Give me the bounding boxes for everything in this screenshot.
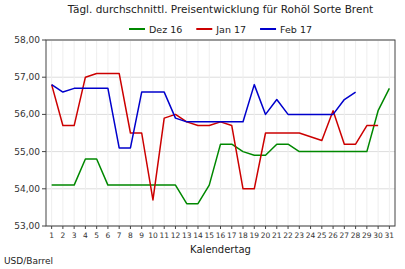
grid-line-x bbox=[378, 40, 379, 226]
x-tick-label: 5 bbox=[94, 231, 99, 240]
plot-area bbox=[46, 40, 395, 226]
legend-label: Dez 16 bbox=[149, 24, 182, 35]
x-axis-label: Kalendertag bbox=[190, 244, 251, 255]
grid-line-x bbox=[389, 40, 390, 226]
x-tick-label: 25 bbox=[317, 231, 327, 240]
x-tick-label: 9 bbox=[139, 231, 144, 240]
x-tick-label: 1 bbox=[49, 231, 54, 240]
y-tick-label: 54,00 bbox=[14, 184, 40, 194]
grid-line-x bbox=[355, 40, 356, 226]
chart: 53,0054,0055,0056,0057,0058,001234567891… bbox=[0, 0, 405, 269]
x-tick-label: 10 bbox=[148, 231, 158, 240]
grid-line-x bbox=[344, 40, 345, 226]
grid-line-x bbox=[197, 40, 198, 226]
grid-line-x bbox=[333, 40, 334, 226]
y-tick bbox=[42, 77, 46, 78]
legend-swatch bbox=[196, 28, 212, 30]
x-tick-label: 21 bbox=[272, 231, 282, 240]
legend-item: Dez 16 bbox=[129, 24, 182, 35]
y-tick bbox=[42, 188, 46, 189]
x-tick-label: 12 bbox=[171, 231, 181, 240]
y-tick-label: 53,00 bbox=[14, 221, 40, 231]
x-tick-label: 27 bbox=[340, 231, 350, 240]
y-tick-label: 57,00 bbox=[14, 72, 40, 82]
grid-line-x bbox=[209, 40, 210, 226]
x-tick-label: 15 bbox=[204, 231, 214, 240]
legend: Dez 16 Jan 17 Feb 17 bbox=[129, 24, 312, 35]
x-tick-label: 28 bbox=[351, 231, 361, 240]
legend-label: Feb 17 bbox=[280, 24, 312, 35]
y-tick bbox=[42, 226, 46, 227]
y-tick bbox=[42, 114, 46, 115]
x-tick-label: 26 bbox=[328, 231, 338, 240]
axes: 53,0054,0055,0056,0057,0058,001234567891… bbox=[14, 35, 394, 240]
legend-item: Jan 17 bbox=[196, 24, 246, 35]
grid-line-x bbox=[85, 40, 86, 226]
x-tick-label: 19 bbox=[250, 231, 260, 240]
x-tick-label: 24 bbox=[306, 231, 316, 240]
grid bbox=[46, 40, 395, 226]
x-tick-label: 18 bbox=[238, 231, 248, 240]
legend-swatch bbox=[129, 28, 145, 30]
x-tick-label: 23 bbox=[295, 231, 305, 240]
grid-line-x bbox=[310, 40, 311, 226]
grid-line-x bbox=[96, 40, 97, 226]
legend-item: Feb 17 bbox=[260, 24, 312, 35]
legend-swatch bbox=[260, 28, 276, 30]
y-tick bbox=[42, 40, 46, 41]
x-tick-label: 8 bbox=[128, 231, 133, 240]
y-tick-label: 55,00 bbox=[14, 147, 40, 157]
series-line bbox=[52, 88, 390, 203]
title: Tägl. durchschnittl. Preisentwicklung fü… bbox=[67, 3, 373, 15]
x-tick-label: 2 bbox=[60, 231, 65, 240]
grid-line-x bbox=[243, 40, 244, 226]
x-tick-label: 17 bbox=[227, 231, 237, 240]
x-tick-label: 31 bbox=[385, 231, 395, 240]
series-line bbox=[52, 73, 378, 199]
x-tick-label: 13 bbox=[182, 231, 192, 240]
x-tick-label: 6 bbox=[106, 231, 111, 240]
grid-line-x bbox=[175, 40, 176, 226]
grid-line-x bbox=[254, 40, 255, 226]
x-tick-label: 16 bbox=[216, 231, 226, 240]
y-tick-label: 58,00 bbox=[14, 35, 40, 45]
grid-line-x bbox=[186, 40, 187, 226]
grid-line-x bbox=[51, 40, 52, 226]
grid-line-x bbox=[366, 40, 367, 226]
x-tick-label: 3 bbox=[72, 231, 77, 240]
legend-label: Jan 17 bbox=[215, 24, 246, 35]
series-line bbox=[52, 85, 356, 148]
x-tick-label: 22 bbox=[283, 231, 293, 240]
plot-frame bbox=[46, 40, 395, 226]
grid-line-x bbox=[321, 40, 322, 226]
grid-line-x bbox=[119, 40, 120, 226]
x-tick-label: 7 bbox=[117, 231, 122, 240]
grid-line-x bbox=[231, 40, 232, 226]
grid-line-x bbox=[164, 40, 165, 226]
grid-line-x bbox=[220, 40, 221, 226]
x-tick-label: 30 bbox=[373, 231, 383, 240]
x-tick-label: 11 bbox=[159, 231, 169, 240]
grid-line-x bbox=[74, 40, 75, 226]
y-tick-label: 56,00 bbox=[14, 109, 40, 119]
grid-line-x bbox=[107, 40, 108, 226]
y-tick bbox=[42, 151, 46, 152]
x-tick-label: 14 bbox=[193, 231, 203, 240]
y-axis-label: USD/Barrel bbox=[4, 256, 53, 266]
x-tick-label: 29 bbox=[362, 231, 372, 240]
lines bbox=[52, 73, 390, 203]
x-tick-label: 4 bbox=[83, 231, 88, 240]
x-tick-label: 20 bbox=[261, 231, 271, 240]
grid-line-x bbox=[62, 40, 63, 226]
